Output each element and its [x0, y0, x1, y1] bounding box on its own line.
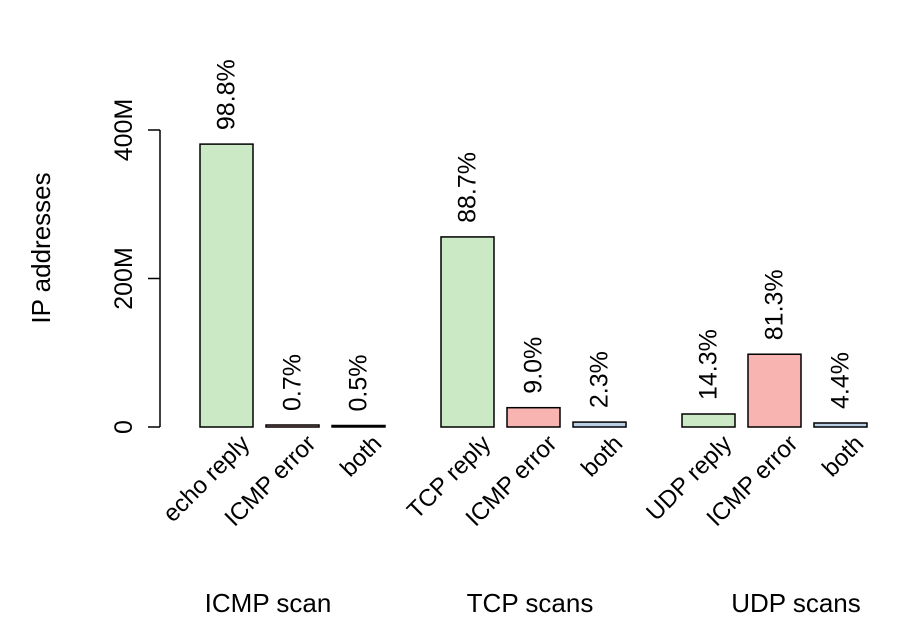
group-label: UDP scans: [731, 588, 861, 618]
bar: [331, 424, 386, 428]
y-axis: 0 200M 400M: [110, 99, 161, 434]
percentage-label: 14.3%: [695, 329, 723, 400]
bar: [506, 406, 561, 428]
category-label: both: [576, 430, 628, 482]
percentage-label: 98.8%: [213, 59, 241, 130]
y-axis-label: IP addresses: [26, 172, 56, 323]
percentage-label: 81.3%: [761, 269, 789, 340]
bar: [440, 236, 495, 428]
bars: [199, 143, 868, 428]
percentage-label: 4.4%: [827, 352, 855, 409]
y-tick-label: 400M: [110, 99, 138, 162]
category-label: both: [817, 430, 869, 482]
percentage-label: 9.0%: [520, 337, 548, 394]
bar: [681, 413, 736, 428]
group-label: ICMP scan: [205, 588, 332, 618]
category-label: both: [335, 430, 387, 482]
y-tick-label: 200M: [110, 247, 138, 310]
bar: [265, 424, 320, 428]
group-label: TCP scans: [467, 588, 594, 618]
percentage-label: 88.7%: [454, 152, 482, 223]
percentage-labels: 98.8% 0.7% 0.5% 88.7% 9.0% 2.3% 14.3% 81.3% 4.4%: [213, 59, 855, 411]
percentage-label: 2.3%: [586, 351, 614, 408]
bar: [813, 422, 868, 428]
bar: [199, 143, 254, 428]
group-labels: ICMP scan TCP scans UDP scans: [205, 588, 861, 618]
y-tick-label: 0: [110, 420, 138, 434]
bar: [747, 353, 802, 428]
percentage-label: 0.5%: [345, 355, 373, 412]
percentage-label: 0.7%: [279, 354, 307, 411]
bar: [572, 421, 627, 428]
